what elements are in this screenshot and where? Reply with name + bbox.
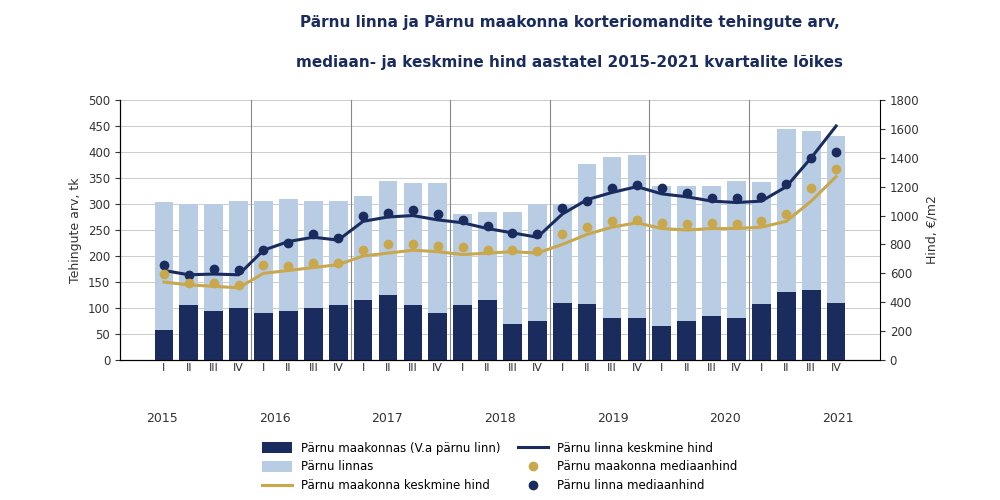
Text: Pärnu linna ja Pärnu maakonna korteriomandite tehingute arv,: Pärnu linna ja Pärnu maakonna korterioma… (300, 15, 840, 30)
Bar (603, 157, 621, 360)
Bar (329, 306, 348, 360)
Y-axis label: Tehingute arv, tk: Tehingute arv, tk (69, 178, 82, 283)
Bar (727, 318, 746, 360)
Bar (652, 186, 671, 360)
Bar (578, 304, 596, 360)
Text: 2017: 2017 (372, 412, 403, 426)
Text: 2018: 2018 (484, 412, 516, 426)
Bar (304, 202, 323, 360)
Y-axis label: Hind, €/m2: Hind, €/m2 (925, 196, 938, 264)
Bar (802, 290, 821, 360)
Text: mediaan- ja keskmine hind aastatel 2015-2021 kvartalite lõikes: mediaan- ja keskmine hind aastatel 2015-… (296, 55, 844, 70)
Bar (652, 326, 671, 360)
Bar (254, 313, 273, 360)
Bar (155, 330, 173, 360)
Bar (254, 202, 273, 360)
Bar (279, 199, 298, 360)
Bar (578, 164, 596, 360)
Bar (677, 321, 696, 360)
Bar (777, 128, 796, 360)
Bar (279, 310, 298, 360)
Bar (702, 186, 721, 360)
Bar (229, 308, 248, 360)
Bar (329, 202, 348, 360)
Bar (503, 212, 522, 360)
Text: 2016: 2016 (259, 412, 291, 426)
Bar (628, 318, 646, 360)
Text: 2020: 2020 (709, 412, 741, 426)
Bar (354, 196, 372, 360)
Bar (702, 316, 721, 360)
Bar (503, 324, 522, 360)
Bar (827, 303, 845, 360)
Bar (428, 183, 447, 360)
Bar (752, 304, 771, 360)
Bar (528, 204, 547, 360)
Bar (453, 306, 472, 360)
Bar (752, 182, 771, 360)
Bar (802, 131, 821, 360)
Bar (777, 292, 796, 360)
Bar (379, 180, 397, 360)
Bar (553, 204, 572, 360)
Bar (428, 313, 447, 360)
Bar (727, 180, 746, 360)
Bar (204, 204, 223, 360)
Bar (404, 183, 422, 360)
Bar (354, 300, 372, 360)
Bar (404, 306, 422, 360)
Bar (827, 136, 845, 360)
Bar (229, 202, 248, 360)
Bar (379, 295, 397, 360)
Bar (478, 212, 497, 360)
Bar (553, 303, 572, 360)
Bar (179, 204, 198, 360)
Bar (628, 154, 646, 360)
Bar (528, 321, 547, 360)
Bar (453, 214, 472, 360)
Bar (179, 306, 198, 360)
Bar (478, 300, 497, 360)
Bar (603, 318, 621, 360)
Text: 2019: 2019 (597, 412, 628, 426)
Bar (155, 202, 173, 360)
Bar (304, 308, 323, 360)
Bar (204, 310, 223, 360)
Bar (677, 186, 696, 360)
Legend: Pärnu maakonnas (V.a pärnu linn), Pärnu linnas, Pärnu maakonna keskmine hind, Pä: Pärnu maakonnas (V.a pärnu linn), Pärnu … (258, 437, 742, 497)
Text: 2015: 2015 (146, 412, 178, 426)
Text: 2021: 2021 (822, 412, 854, 426)
